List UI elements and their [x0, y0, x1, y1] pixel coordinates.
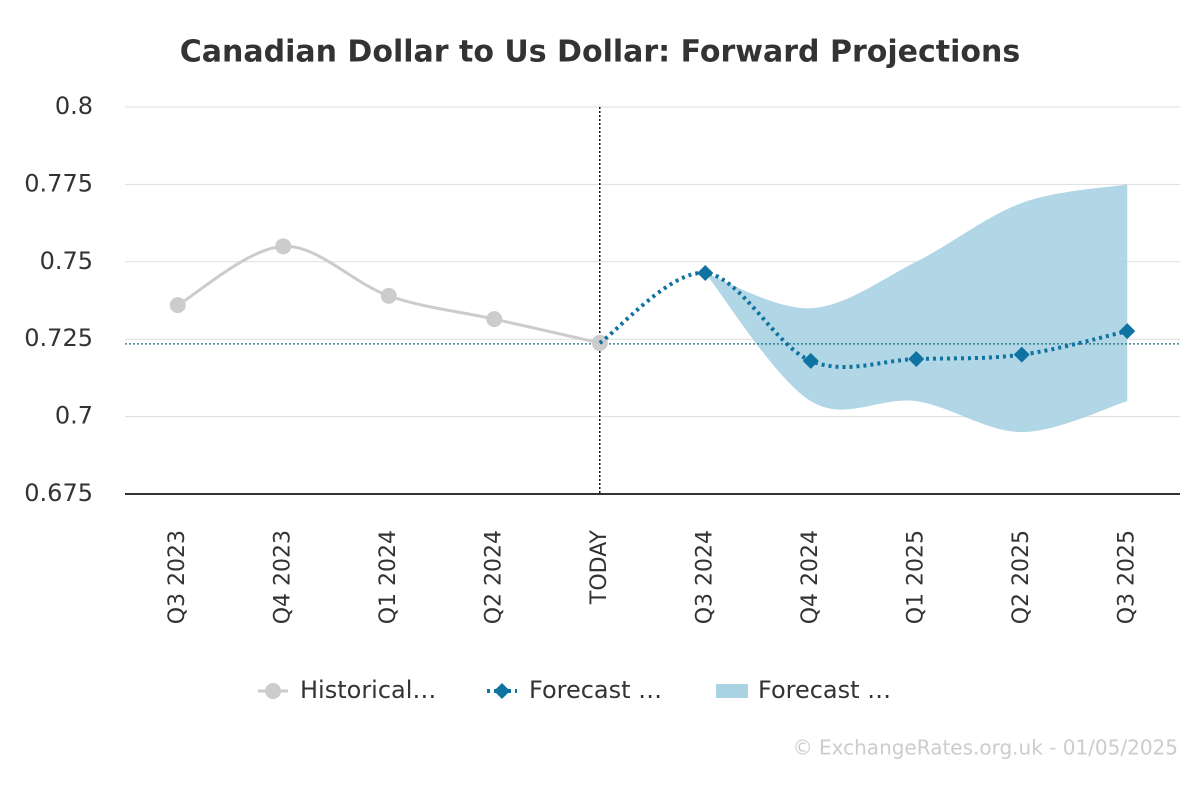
point: [1013, 346, 1030, 363]
x-tick-label: Q3 2024: [692, 530, 717, 624]
x-tick-label: Q3 2025: [1114, 530, 1139, 624]
point: [169, 297, 186, 314]
x-tick-label: Q1 2025: [903, 530, 928, 624]
x-tick-label: Q4 2024: [798, 530, 823, 624]
legend-marker: [265, 683, 281, 699]
y-tick-label: 0.8: [55, 92, 93, 120]
point: [802, 352, 819, 369]
series-line: [598, 270, 1128, 369]
y-tick-label: 0.675: [24, 479, 93, 507]
legend-swatch: [716, 684, 748, 698]
point: [908, 351, 925, 368]
legend-marker: [494, 683, 510, 699]
x-tick-label: Q3 2023: [165, 530, 190, 624]
y-tick-label: 0.725: [24, 324, 93, 352]
point: [697, 264, 714, 281]
point: [1119, 323, 1136, 340]
x-tick-label: Q2 2025: [1009, 530, 1034, 624]
footer: © ExchangeRates.org.uk - 01/05/2025: [793, 736, 1178, 760]
x-tick-label: Q1 2024: [376, 530, 401, 624]
legend-label: Historical…: [300, 676, 436, 704]
range-area: [705, 184, 1128, 433]
point: [486, 311, 503, 328]
legend-label: Forecast …: [529, 676, 662, 704]
chart-title: Canadian Dollar to Us Dollar: Forward Pr…: [180, 35, 1020, 70]
x-tick-label: Q4 2023: [270, 530, 295, 624]
point: [275, 238, 292, 255]
y-tick-label: 0.7: [55, 402, 93, 430]
y-tick-label: 0.775: [24, 169, 93, 197]
legend-label: Forecast …: [758, 676, 891, 704]
x-tick-label: Q2 2024: [481, 530, 506, 624]
x-tick-label: TODAY: [587, 529, 612, 605]
y-tick-label: 0.75: [40, 247, 93, 275]
point: [380, 287, 397, 304]
